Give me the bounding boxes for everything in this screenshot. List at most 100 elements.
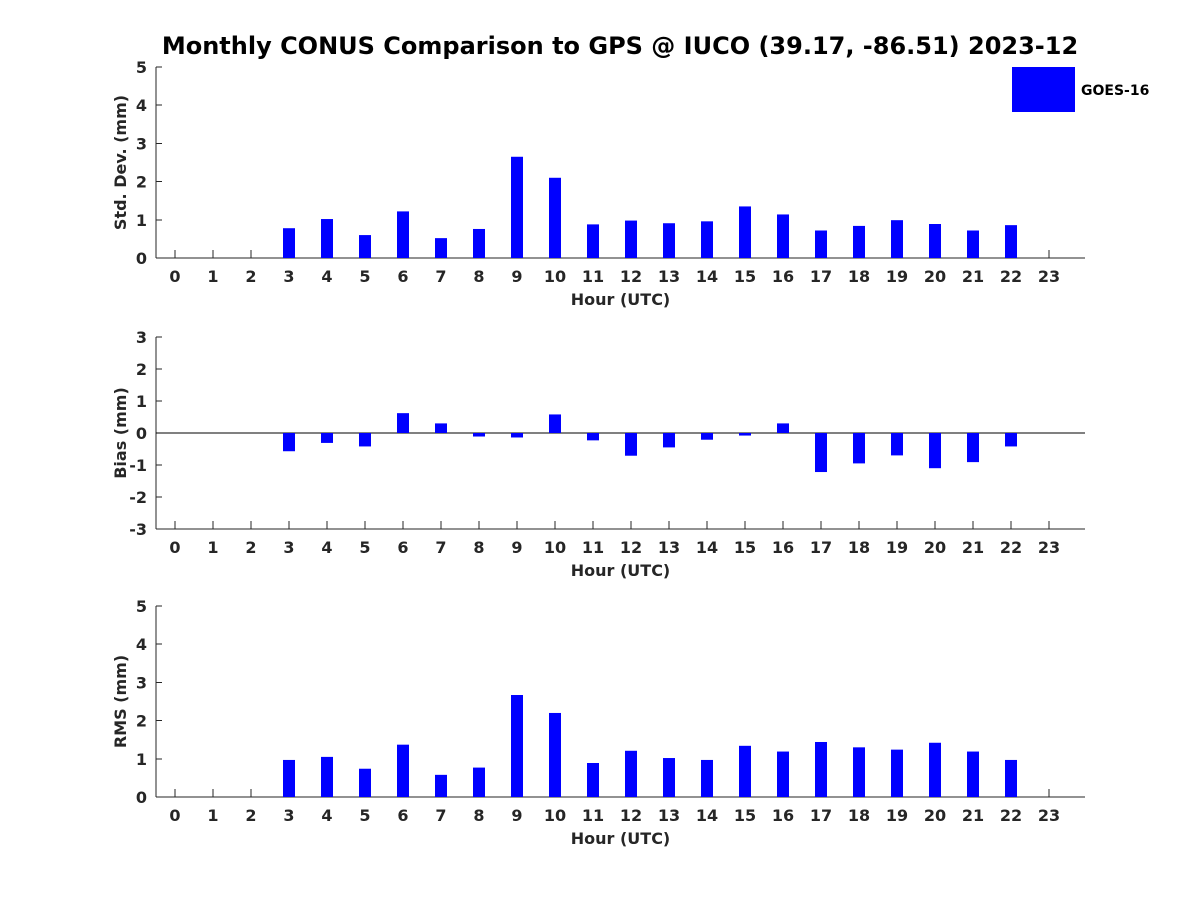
x-tick-label: 13 — [658, 806, 680, 825]
x-tick-label: 3 — [283, 267, 294, 286]
x-tick-label: 14 — [696, 806, 718, 825]
bar-hour-10 — [549, 177, 561, 258]
x-tick-label: 21 — [962, 806, 984, 825]
y-axis-label: Bias (mm) — [111, 387, 130, 479]
x-tick-label: 16 — [772, 267, 794, 286]
x-tick-label: 4 — [321, 267, 332, 286]
x-tick-label: 21 — [962, 538, 984, 557]
bar-hour-22 — [1005, 225, 1017, 258]
x-tick-label: 23 — [1038, 267, 1060, 286]
bar-hour-5 — [359, 433, 371, 447]
x-tick-label: 15 — [734, 806, 756, 825]
x-tick-label: 14 — [696, 538, 718, 557]
bar-hour-18 — [853, 433, 865, 464]
x-tick-label: 12 — [620, 806, 642, 825]
bar-hour-9 — [511, 433, 523, 438]
chart-title: Monthly CONUS Comparison to GPS @ IUCO (… — [162, 32, 1078, 60]
x-tick-label: 5 — [359, 806, 370, 825]
legend-label-goes-16: GOES-16 — [1081, 83, 1149, 99]
bar-hour-7 — [435, 423, 447, 433]
x-tick-label: 17 — [810, 538, 832, 557]
y-axis-label: Std. Dev. (mm) — [111, 95, 130, 230]
bar-hour-7 — [435, 774, 447, 797]
bar-hour-21 — [967, 751, 979, 797]
x-tick-label: 11 — [582, 538, 604, 557]
bar-hour-13 — [663, 223, 675, 258]
bar-hour-16 — [777, 214, 789, 258]
bar-hour-12 — [625, 433, 637, 456]
x-tick-label: 11 — [582, 267, 604, 286]
x-tick-label: 0 — [169, 267, 180, 286]
x-tick-label: 7 — [435, 806, 446, 825]
bar-hour-5 — [359, 235, 371, 258]
bar-hour-9 — [511, 695, 523, 797]
x-tick-label: 15 — [734, 538, 756, 557]
x-tick-label: 2 — [245, 267, 256, 286]
x-tick-label: 20 — [924, 538, 946, 557]
bar-hour-8 — [473, 767, 485, 797]
x-tick-label: 0 — [169, 538, 180, 557]
y-tick-label: 0 — [136, 424, 147, 443]
x-tick-label: 21 — [962, 267, 984, 286]
y-tick-label: 2 — [136, 360, 147, 379]
x-tick-label: 18 — [848, 806, 870, 825]
x-tick-label: 8 — [473, 806, 484, 825]
x-tick-label: 20 — [924, 806, 946, 825]
legend: GOES-16 — [1012, 67, 1149, 112]
x-tick-label: 17 — [810, 267, 832, 286]
bar-hour-14 — [701, 759, 713, 797]
bar-hour-8 — [473, 433, 485, 437]
y-tick-label: 4 — [136, 96, 147, 115]
y-tick-label: 1 — [136, 750, 147, 769]
legend-swatch-goes-16 — [1012, 67, 1075, 112]
bar-hour-15 — [739, 206, 751, 258]
bar-hour-18 — [853, 225, 865, 258]
bar-hour-5 — [359, 768, 371, 797]
y-tick-label: 3 — [136, 134, 147, 153]
bar-hour-14 — [701, 433, 713, 440]
x-tick-label: 23 — [1038, 806, 1060, 825]
x-tick-label: 1 — [207, 806, 218, 825]
x-tick-label: 9 — [511, 538, 522, 557]
bar-hour-22 — [1005, 759, 1017, 797]
x-tick-label: 19 — [886, 267, 908, 286]
x-tick-label: 7 — [435, 538, 446, 557]
bar-hour-11 — [587, 433, 599, 441]
bar-hour-12 — [625, 220, 637, 258]
x-tick-label: 10 — [544, 806, 566, 825]
bar-hour-19 — [891, 433, 903, 456]
bar-hour-6 — [397, 413, 409, 433]
x-tick-label: 20 — [924, 267, 946, 286]
bar-hour-12 — [625, 750, 637, 797]
x-tick-label: 22 — [1000, 267, 1022, 286]
bar-hour-15 — [739, 745, 751, 797]
x-tick-label: 16 — [772, 538, 794, 557]
x-tick-label: 23 — [1038, 538, 1060, 557]
x-tick-label: 4 — [321, 538, 332, 557]
x-tick-label: 13 — [658, 267, 680, 286]
y-tick-label: 0 — [136, 788, 147, 807]
x-tick-label: 12 — [620, 538, 642, 557]
y-tick-label: 2 — [136, 712, 147, 731]
x-tick-label: 22 — [1000, 538, 1022, 557]
bar-hour-9 — [511, 156, 523, 258]
x-tick-label: 16 — [772, 806, 794, 825]
y-tick-label: -3 — [129, 520, 147, 539]
bar-hour-16 — [777, 751, 789, 797]
x-tick-label: 6 — [397, 538, 408, 557]
x-tick-label: 18 — [848, 538, 870, 557]
x-tick-label: 14 — [696, 267, 718, 286]
bar-hour-4 — [321, 219, 333, 258]
x-tick-label: 11 — [582, 806, 604, 825]
x-tick-label: 5 — [359, 538, 370, 557]
x-tick-label: 19 — [886, 538, 908, 557]
bar-hour-3 — [283, 228, 295, 258]
x-tick-label: 18 — [848, 267, 870, 286]
x-tick-label: 10 — [544, 538, 566, 557]
bar-hour-20 — [929, 433, 941, 469]
bar-hour-17 — [815, 741, 827, 797]
